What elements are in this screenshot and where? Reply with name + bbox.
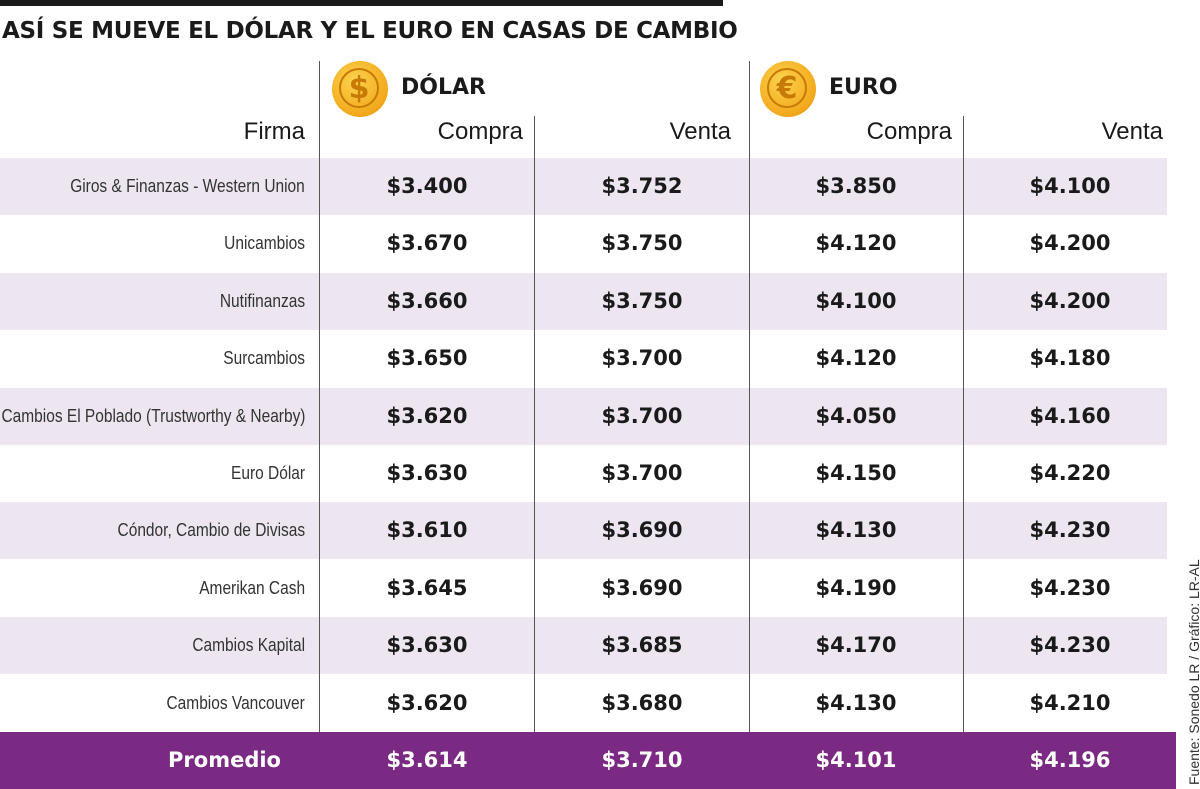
- average-dolar-compra: $3.614: [386, 748, 468, 772]
- dolar-compra-value: $3.620: [386, 690, 468, 715]
- euro-venta-value: $4.200: [1029, 288, 1111, 313]
- top-rule: [0, 0, 723, 6]
- euro-compra-header: Compra: [866, 118, 952, 145]
- firm-name: Cambios Vancouver: [166, 692, 305, 713]
- euro-compra-value: $4.190: [815, 575, 897, 600]
- firm-name: Amerikan Cash: [199, 577, 305, 598]
- table-row: Amerikan Cash $3.645 $3.690 $4.190 $4.230: [0, 560, 1167, 617]
- dolar-compra-value: $3.670: [386, 231, 468, 256]
- dolar-venta-value: $3.750: [601, 231, 683, 256]
- dolar-venta-value: $3.700: [601, 461, 683, 485]
- euro-header: EURO: [829, 75, 898, 100]
- dolar-venta-value: $3.700: [601, 346, 683, 371]
- euro-compra-value: $4.170: [815, 633, 897, 658]
- firma-header: Firma: [243, 118, 305, 145]
- euro-compra-value: $4.130: [815, 518, 897, 543]
- euro-compra-value: $4.100: [815, 288, 897, 313]
- table-row: Nutifinanzas $3.660 $3.750 $4.100 $4.200: [0, 272, 1167, 330]
- dolar-venta-value: $3.690: [601, 518, 683, 543]
- euro-venta-value: $4.160: [1029, 403, 1111, 428]
- euro-venta-value: $4.200: [1029, 231, 1111, 256]
- dolar-venta-value: $3.750: [601, 288, 683, 313]
- euro-venta-value: $4.230: [1029, 575, 1111, 600]
- table-row: Cóndor, Cambio de Divisas $3.610 $3.690 $4.…: [0, 502, 1167, 560]
- table-row: Giros & Finanzas - Western Union $3.400 $3…: [0, 158, 1167, 215]
- euro-compra-value: $4.130: [815, 690, 897, 715]
- dolar-compra-value: $3.400: [386, 174, 468, 198]
- firm-name: Giros & Finanzas - Western Union: [70, 176, 305, 196]
- average-euro-compra: $4.101: [815, 748, 897, 772]
- dolar-header: DÓLAR: [401, 75, 486, 100]
- firm-name: Nutifinanzas: [219, 290, 305, 311]
- table-row: Unicambios $3.670 $3.750 $4.120 $4.200: [0, 215, 1167, 272]
- firm-name: Cambios Kapital: [192, 635, 305, 656]
- divider-currency: [749, 61, 750, 732]
- euro-venta-value: $4.220: [1029, 461, 1111, 485]
- dolar-compra-value: $3.610: [386, 518, 468, 543]
- firm-name: Unicambios: [224, 233, 305, 254]
- dolar-compra-value: $3.630: [386, 633, 468, 658]
- dolar-venta-value: $3.700: [601, 403, 683, 428]
- euro-venta-value: $4.210: [1029, 690, 1111, 715]
- dolar-venta-header: Venta: [669, 118, 731, 145]
- divider-firma: [319, 61, 320, 732]
- dolar-compra-value: $3.650: [386, 346, 468, 371]
- euro-venta-value: $4.230: [1029, 633, 1111, 658]
- average-row: Promedio $3.614 $3.710 $4.101 $4.196: [0, 732, 1176, 789]
- dolar-compra-value: $3.620: [386, 403, 468, 428]
- euro-venta-value: $4.230: [1029, 518, 1111, 543]
- table-row: Euro Dólar $3.630 $3.700 $4.150 $4.220: [0, 445, 1167, 502]
- euro-compra-value: $4.120: [815, 346, 897, 371]
- divider-dolar: [534, 116, 535, 732]
- firm-name: Surcambios: [223, 348, 305, 369]
- euro-coin-icon: €: [760, 61, 816, 117]
- dolar-compra-value: $3.645: [386, 575, 468, 600]
- firm-name: Cóndor, Cambio de Divisas: [117, 520, 305, 541]
- firm-name: Euro Dólar: [230, 463, 305, 483]
- dolar-venta-value: $3.685: [601, 633, 683, 658]
- divider-euro: [963, 116, 964, 732]
- euro-compra-value: $4.120: [815, 231, 897, 256]
- euro-venta-value: $4.180: [1029, 346, 1111, 371]
- dolar-compra-value: $3.630: [386, 461, 468, 485]
- page-title: ASÍ SE MUEVE EL DÓLAR Y EL EURO EN CASAS…: [2, 18, 738, 44]
- dolar-compra-value: $3.660: [386, 288, 468, 313]
- dolar-venta-value: $3.752: [601, 174, 683, 198]
- dolar-venta-value: $3.690: [601, 575, 683, 600]
- firm-name: Cambios El Poblado (Trustworthy & Nearby…: [1, 405, 305, 426]
- average-euro-venta: $4.196: [1029, 748, 1111, 772]
- table-row: Cambios Kapital $3.630 $3.685 $4.170 $4.230: [0, 617, 1167, 675]
- euro-compra-value: $4.150: [815, 461, 897, 485]
- average-dolar-venta: $3.710: [601, 748, 683, 772]
- euro-compra-value: $4.050: [815, 403, 897, 428]
- dolar-venta-value: $3.680: [601, 690, 683, 715]
- dollar-coin-icon: $: [332, 61, 388, 117]
- dolar-compra-header: Compra: [437, 118, 523, 145]
- euro-compra-value: $3.850: [815, 174, 897, 198]
- table-row: Cambios Vancouver $3.620 $3.680 $4.130 $4.21…: [0, 675, 1167, 732]
- source-note: Fuente: Sonedo LR / Gráfico: LR-AL: [1186, 559, 1200, 785]
- euro-venta-value: $4.100: [1029, 174, 1111, 198]
- table-row: Cambios El Poblado (Trustworthy & Nearby…: [0, 387, 1167, 445]
- euro-venta-header: Venta: [1101, 118, 1163, 145]
- table-row: Surcambios $3.650 $3.700 $4.120 $4.180: [0, 330, 1167, 387]
- average-label: Promedio: [168, 748, 281, 772]
